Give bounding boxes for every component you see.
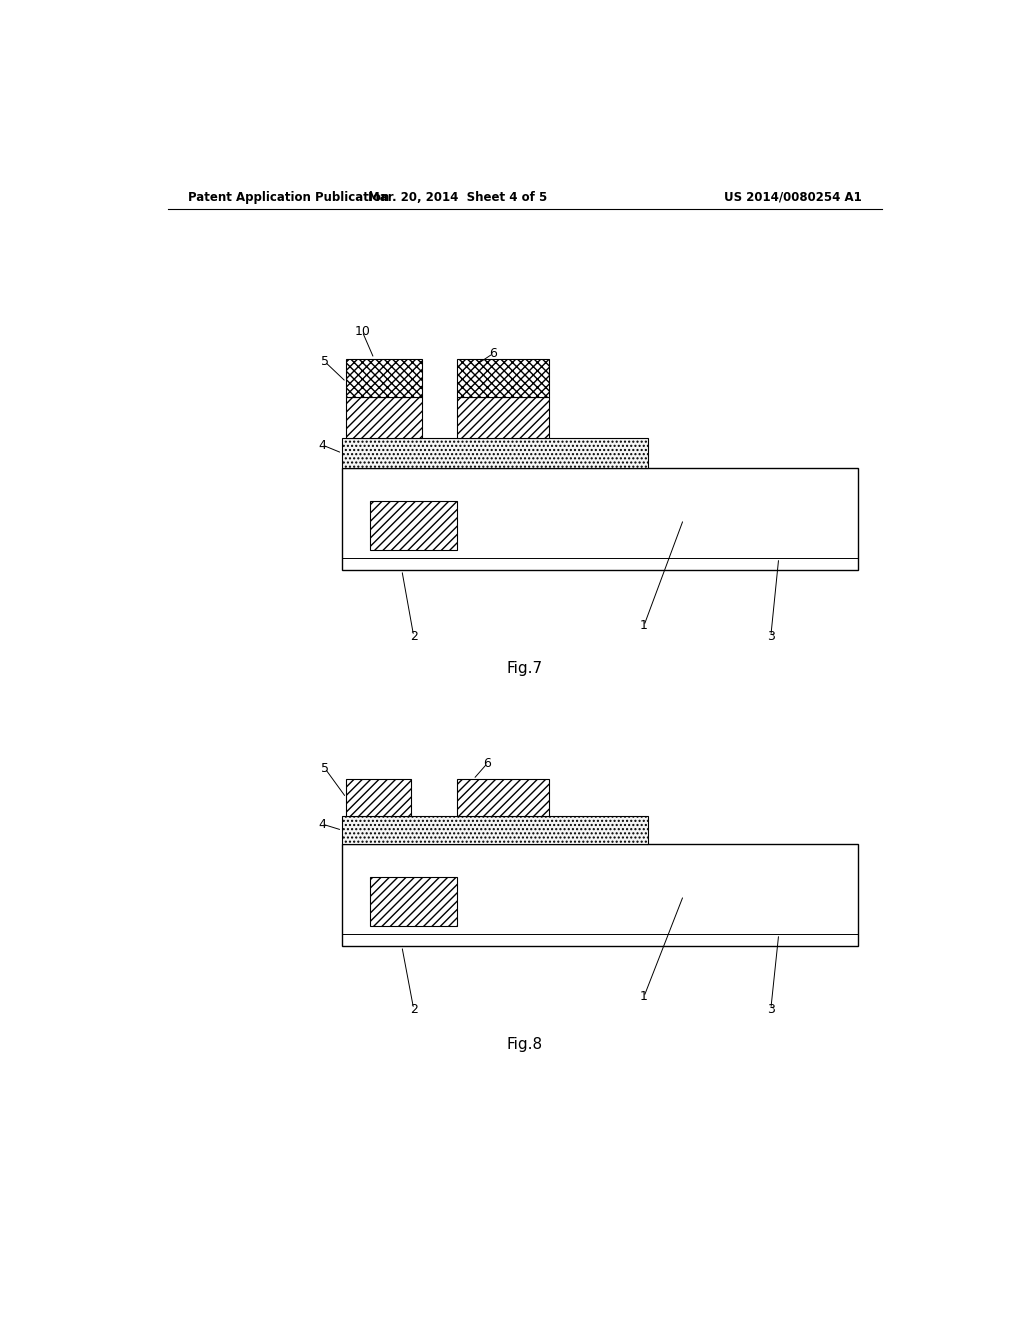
Text: 6: 6 bbox=[483, 756, 492, 770]
Bar bbox=[458, 359, 549, 397]
Text: 6: 6 bbox=[489, 347, 497, 360]
Text: Fig.8: Fig.8 bbox=[507, 1038, 543, 1052]
Bar bbox=[458, 397, 549, 438]
Bar bbox=[458, 779, 549, 816]
Text: 10: 10 bbox=[354, 325, 370, 338]
Bar bbox=[342, 845, 858, 946]
Text: 2: 2 bbox=[410, 630, 418, 643]
Text: US 2014/0080254 A1: US 2014/0080254 A1 bbox=[724, 190, 862, 203]
Text: Fig.7: Fig.7 bbox=[507, 661, 543, 676]
Bar bbox=[370, 500, 458, 549]
Text: 2: 2 bbox=[410, 1003, 418, 1015]
Text: Patent Application Publication: Patent Application Publication bbox=[187, 190, 389, 203]
Text: 3: 3 bbox=[767, 630, 775, 643]
Text: 4: 4 bbox=[318, 817, 327, 830]
Bar bbox=[342, 816, 648, 845]
Bar bbox=[346, 397, 422, 438]
Bar bbox=[342, 469, 858, 570]
Bar bbox=[342, 438, 648, 469]
Text: 4: 4 bbox=[318, 438, 327, 451]
Text: 5: 5 bbox=[321, 355, 329, 368]
Text: 1: 1 bbox=[640, 990, 648, 1003]
Text: 3: 3 bbox=[767, 1003, 775, 1015]
Bar bbox=[370, 876, 458, 925]
Bar bbox=[346, 779, 412, 816]
Text: Mar. 20, 2014  Sheet 4 of 5: Mar. 20, 2014 Sheet 4 of 5 bbox=[368, 190, 547, 203]
Text: 1: 1 bbox=[640, 619, 648, 632]
Text: 5: 5 bbox=[321, 762, 329, 775]
Bar bbox=[346, 359, 422, 397]
